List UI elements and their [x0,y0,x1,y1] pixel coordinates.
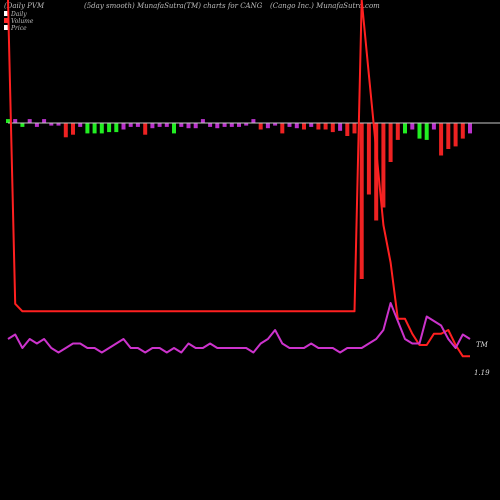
pvm-bar [388,123,393,162]
pvm-bar [92,123,97,134]
pvm-bar [157,123,162,127]
legend-swatch-volume [4,18,9,23]
pvm-bar [193,123,198,129]
legend-swatch-price [4,25,9,30]
header-right-text: (Cango Inc.) MunafaSutra.com [270,2,380,10]
pvm-bars [6,119,472,279]
pvm-bar [359,123,364,279]
pvm-bar [85,123,90,134]
pvm-bar [287,123,292,127]
pvm-bar [237,123,241,127]
pvm-bar [468,123,472,134]
pvm-bar [273,123,278,126]
pvm-bar [135,123,140,127]
pvm-bar [186,123,191,129]
pvm-bar [114,123,119,133]
pvm-bar [27,119,32,123]
pvm-bar [302,123,306,130]
pvm-bar [265,123,270,129]
pvm-bar [215,123,220,129]
pvm-bar [229,123,234,127]
pvm-bar [309,123,314,127]
pvm-bar [294,123,299,129]
pvm-bar [150,123,155,129]
pvm-bar [431,123,436,130]
pvm-bar [417,123,422,139]
pvm-bar [208,123,213,127]
pvm-bar [13,119,18,123]
pvm-bar [49,123,54,126]
pvm-bar [121,123,126,130]
price-line [7,0,470,358]
pvm-bar [323,123,328,130]
pvm-bar [244,123,249,126]
pvm-bar [381,123,386,208]
pvm-bar [410,123,415,130]
pvm-bar [107,123,112,133]
pvm-bar [338,123,343,131]
pvm-bar [258,123,263,130]
pvm-bar [403,123,407,134]
pvm-bar [345,123,350,136]
pvm-bar [374,123,379,221]
pvm-bar [200,119,205,123]
pvm-bar [446,123,451,149]
pvm-bar [352,123,357,134]
pvm-bar [20,123,25,127]
header-title-text: (5day smooth) MunafaSutra(TM) charts for… [84,2,263,10]
pvm-bar [99,123,104,134]
pvm-bar [172,123,176,134]
pvm-bar [424,123,429,140]
pvm-bar [56,123,61,126]
pvm-bar [316,123,321,130]
pvm-bar [366,123,371,195]
legend-label-volume: Volume [11,18,34,25]
pvm-bar [128,123,133,127]
pvm-bar [63,123,68,138]
pvm-bar [42,119,47,123]
pvm-bar [164,123,169,127]
pvm-bar [143,123,148,135]
pvm-bar [280,123,285,134]
pvm-bar [251,119,256,123]
header-left-text: (Daily PVM [4,2,45,10]
pvm-bar [71,123,75,135]
pvm-bar [330,123,335,133]
pvm-bar [6,119,10,123]
pvm-bar [439,123,444,156]
pvm-bar [179,123,184,127]
pvm-bar [34,123,39,127]
pvm-bar [78,123,83,127]
pvm-bar [395,123,400,140]
legend-label-price: Price [10,25,27,32]
legend-swatch-daily [4,11,9,16]
legend: Daily Volume Price [4,11,34,32]
pvm-bar [222,123,227,127]
pvm-bar [460,123,465,139]
tm-label: TM [476,341,489,349]
price-value-label: 1.19 [474,369,490,377]
volume-line [7,302,471,354]
legend-label-daily: Daily [10,11,27,18]
pvm-bar [453,123,458,147]
